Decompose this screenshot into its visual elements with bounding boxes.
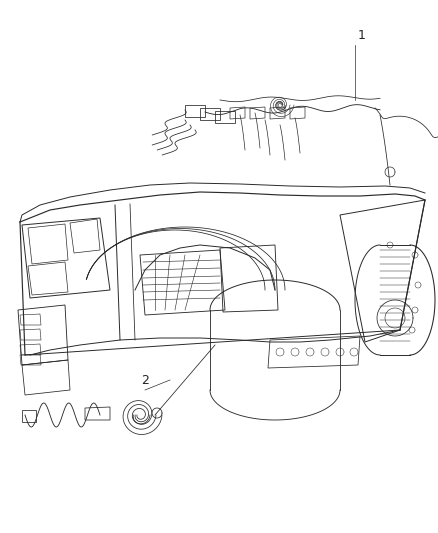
Text: 1: 1 bbox=[358, 29, 366, 42]
Text: 2: 2 bbox=[141, 374, 149, 387]
